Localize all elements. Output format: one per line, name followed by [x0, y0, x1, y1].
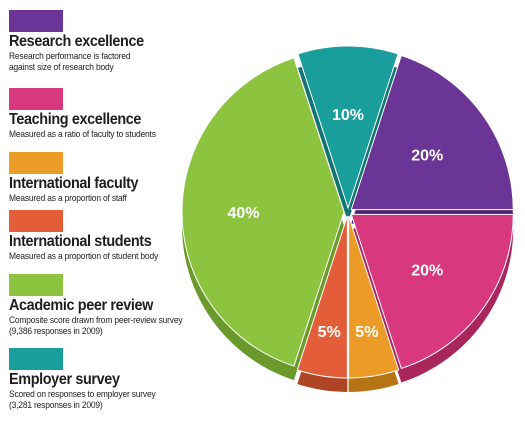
legend-title-international-faculty: International faculty	[9, 175, 139, 192]
legend-item-employer-survey: Employer survey Scored on responses to e…	[9, 348, 219, 410]
legend-item-research-excellence: Research excellence Research performance…	[9, 10, 219, 72]
legend-desc-teaching-excellence: Measured as a ratio of faculty to studen…	[9, 128, 156, 139]
legend-title-international-students: International students	[9, 233, 152, 250]
legend-item-international-students: International students Measured as a pro…	[9, 210, 219, 261]
pie-label-employer-survey: 10%	[332, 107, 364, 124]
legend-item-international-faculty: International faculty Measured as a prop…	[9, 152, 219, 203]
legend-item-teaching-excellence: Teaching excellence Measured as a ratio …	[9, 88, 219, 139]
pie-label-research-excellence: 20%	[411, 147, 443, 164]
pie-labels: 20% 20% 5% 5% 40% 10%	[228, 107, 444, 341]
pie-slices	[181, 45, 514, 379]
pie-label-international-faculty: 5%	[355, 324, 378, 341]
pie-slice-teaching-excellence	[350, 213, 514, 370]
pie-label-international-students: 5%	[318, 324, 341, 341]
pie-slice-employer-survey	[297, 45, 399, 210]
pie-slice-academic-peer-review	[181, 57, 345, 367]
legend-swatch-international-faculty	[9, 152, 63, 174]
legend-title-employer-survey: Employer survey	[9, 371, 120, 388]
legend-desc-international-faculty: Measured as a proportion of staff	[9, 192, 127, 203]
chart-legend: Research excellence Research performance…	[0, 0, 215, 428]
legend-swatch-academic-peer-review	[9, 274, 63, 296]
legend-swatch-teaching-excellence	[9, 88, 63, 110]
legend-desc-academic-peer-review: Composite score drawn from peer-review s…	[9, 314, 183, 336]
pie-slice-international-students	[296, 215, 348, 379]
pie-slice-research-excellence	[350, 54, 514, 211]
legend-desc-international-students: Measured as a proportion of student body	[9, 250, 159, 261]
legend-swatch-research-excellence	[9, 10, 63, 32]
legend-desc-employer-survey: Scored on responses to employer survey (…	[9, 388, 156, 410]
pie-slice-international-faculty	[348, 215, 400, 379]
legend-title-research-excellence: Research excellence	[9, 33, 144, 50]
legend-title-teaching-excellence: Teaching excellence	[9, 111, 142, 128]
legend-swatch-international-students	[9, 210, 63, 232]
pie-label-teaching-excellence: 20%	[411, 263, 443, 280]
legend-swatch-employer-survey	[9, 348, 63, 370]
legend-desc-research-excellence: Research performance is factored against…	[9, 50, 131, 72]
legend-title-academic-peer-review: Academic peer review	[9, 297, 154, 314]
pie-label-academic-peer-review: 40%	[228, 205, 260, 222]
legend-item-academic-peer-review: Academic peer review Composite score dra…	[9, 274, 219, 336]
